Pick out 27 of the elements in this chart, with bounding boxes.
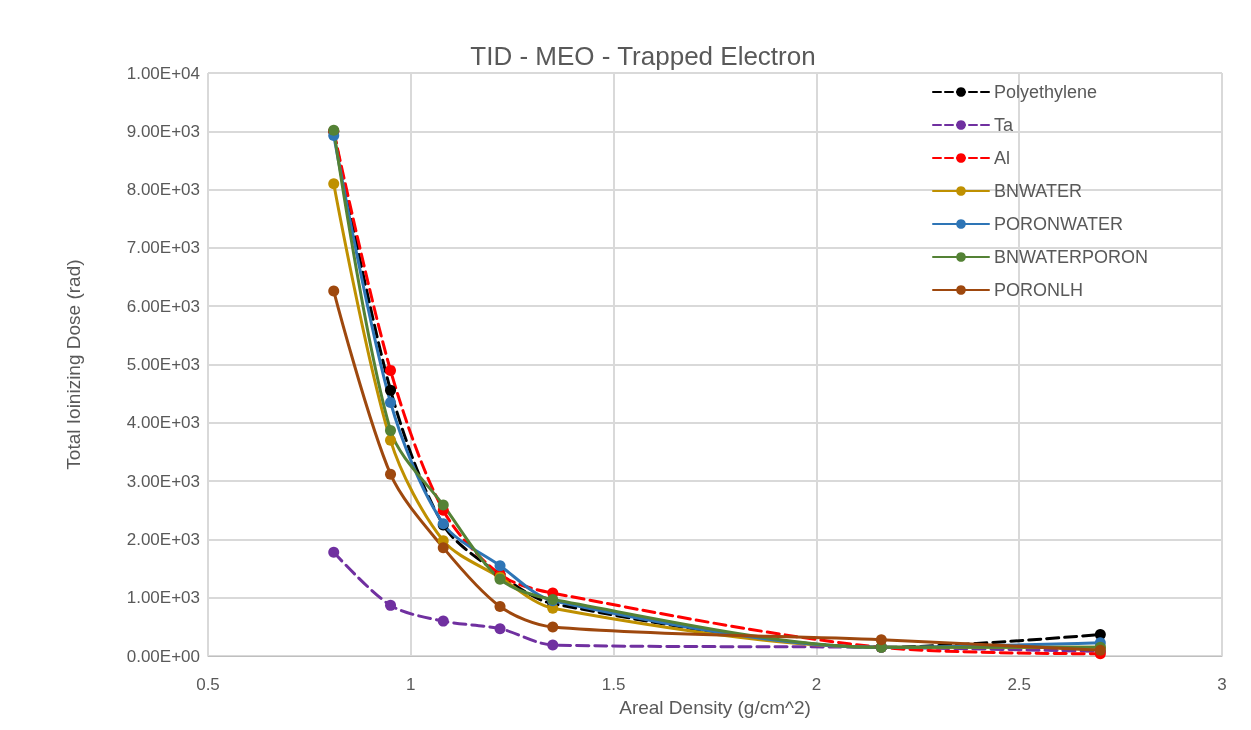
y-tick-label: 8.00E+03	[126, 180, 200, 200]
y-axis-title: Total Ioinizing Dose (rad)	[63, 259, 84, 470]
y-tick-label: 0.00E+00	[126, 646, 200, 666]
y-tick-label: 5.00E+03	[126, 355, 200, 375]
legend-label: PORONLH	[994, 280, 1084, 300]
x-tick-label: 3	[1217, 675, 1227, 695]
x-tick-label: 0.5	[196, 675, 220, 695]
y-tick-label: 4.00E+03	[126, 413, 200, 433]
x-tick-label: 1.5	[601, 675, 626, 695]
legend-label: PORONWATER	[994, 214, 1123, 234]
x-tick-label: 2	[811, 675, 822, 695]
legend-label: Al	[994, 148, 1011, 168]
x-tick-label: 2.5	[1007, 675, 1032, 695]
x-axis-title: Areal Density (g/cm^2)	[619, 697, 811, 718]
y-tick-label: 6.00E+03	[126, 296, 200, 316]
y-tick-label: 1.00E+04	[126, 63, 200, 83]
y-tick-label: 3.00E+03	[126, 471, 200, 491]
y-tick-label: 7.00E+03	[126, 238, 200, 258]
y-tick-label: 9.00E+03	[126, 121, 200, 141]
x-tick-label: 1	[406, 675, 416, 695]
legend-label: BNWATER	[994, 181, 1082, 201]
y-tick-label: 1.00E+03	[126, 588, 200, 608]
y-tick-label: 2.00E+03	[126, 529, 200, 549]
legend-label: Ta	[994, 115, 1014, 135]
legend-label: BNWATERPORON	[994, 247, 1149, 267]
legend-label: Polyethylene	[994, 82, 1098, 102]
chart-title: TID - MEO - Trapped Electron	[470, 41, 816, 71]
